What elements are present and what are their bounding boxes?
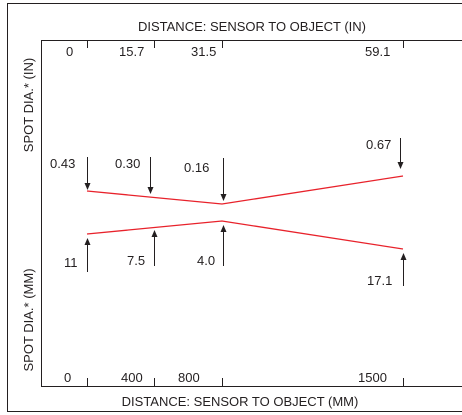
bottom-tick-label: 800 (178, 370, 200, 385)
top-axis-title: DISTANCE: SENSOR TO OBJECT (IN) (138, 19, 366, 34)
spot-dia-in-value: 0.43 (50, 156, 75, 171)
spot-dia-in-value: 0.16 (184, 160, 209, 175)
bottom-tick-label: 1500 (358, 370, 387, 385)
up-arrow (84, 238, 91, 272)
bottom-tick-label: 400 (121, 370, 143, 385)
down-arrow (84, 157, 91, 190)
spot-dia-mm-value: 11 (64, 255, 78, 270)
up-arrow (151, 230, 158, 266)
spot-dia-mm-value: 4.0 (197, 253, 215, 268)
up-arrow (400, 253, 407, 286)
top-tick-label: 15.7 (119, 44, 144, 59)
bottom-tick-label: 0 (64, 370, 71, 385)
diagram-frame (7, 3, 462, 412)
down-arrow (147, 157, 154, 194)
beam-upper-edge (86, 175, 404, 205)
spot-dia-mm-label: SPOT DIA.* (MM) (21, 268, 36, 371)
up-arrow (220, 225, 227, 266)
top-tick-label: 59.1 (365, 44, 390, 59)
bottom-axis-title: DISTANCE: SENSOR TO OBJECT (MM) (122, 394, 359, 409)
spot-dia-mm-value: 7.5 (127, 253, 145, 268)
down-arrow (397, 138, 404, 169)
spot-dia-in-value: 0.67 (366, 137, 391, 152)
top-tick-label: 31.5 (191, 44, 216, 59)
top-tick-label: 0 (66, 44, 73, 59)
spot-dia-in-label: SPOT DIA.* (IN) (21, 58, 36, 152)
down-arrow (220, 158, 227, 201)
spot-dia-mm-value: 17.1 (367, 273, 392, 288)
beam-lower-edge (86, 220, 404, 250)
spot-dia-in-value: 0.30 (115, 156, 140, 171)
